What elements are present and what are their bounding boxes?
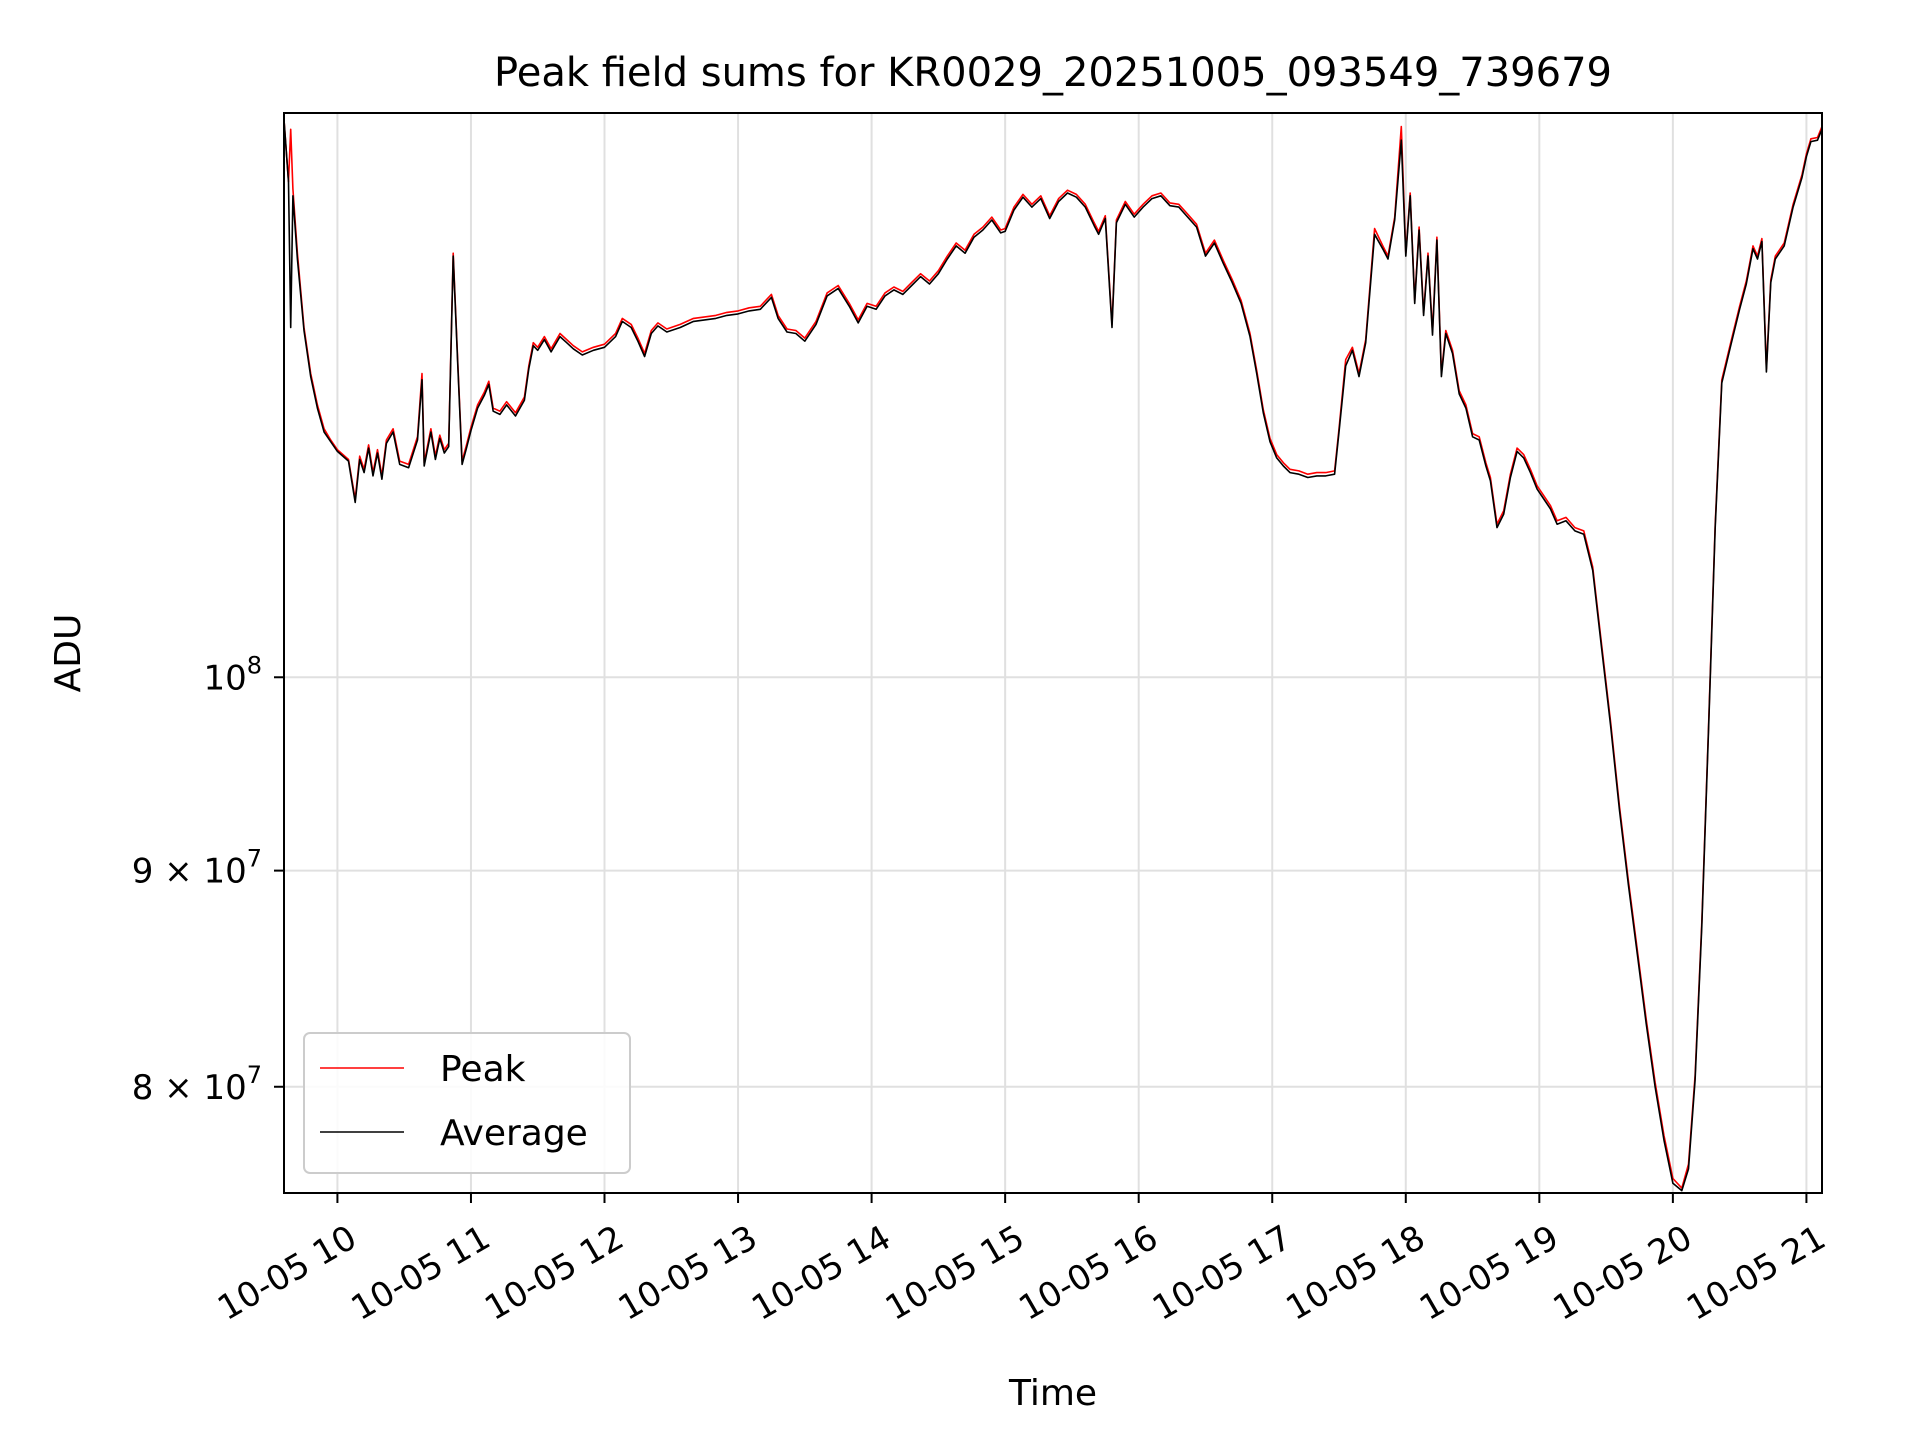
y-axis-label: ADU [48, 614, 89, 693]
y-tick-label: 9 × 107 [132, 845, 262, 892]
y-tick-label: 108 [203, 651, 262, 698]
legend-label-peak: Peak [440, 1049, 526, 1090]
plot-area-frame [283, 112, 1823, 1194]
y-axis-ticks: 8 × 107 9 × 107 108 [132, 651, 284, 1108]
legend: Peak Average [303, 1032, 631, 1174]
series-line-average [283, 119, 1823, 1192]
y-tick-label: 8 × 107 [132, 1061, 262, 1108]
grid-layer [284, 113, 1822, 1193]
series-layer [283, 119, 1823, 1192]
legend-label-average: Average [440, 1113, 588, 1154]
x-axis-label: Time [1008, 1373, 1097, 1414]
series-line-peak [283, 119, 1823, 1189]
chart-title: Peak field sums for KR0029_20251005_0935… [494, 50, 1612, 96]
